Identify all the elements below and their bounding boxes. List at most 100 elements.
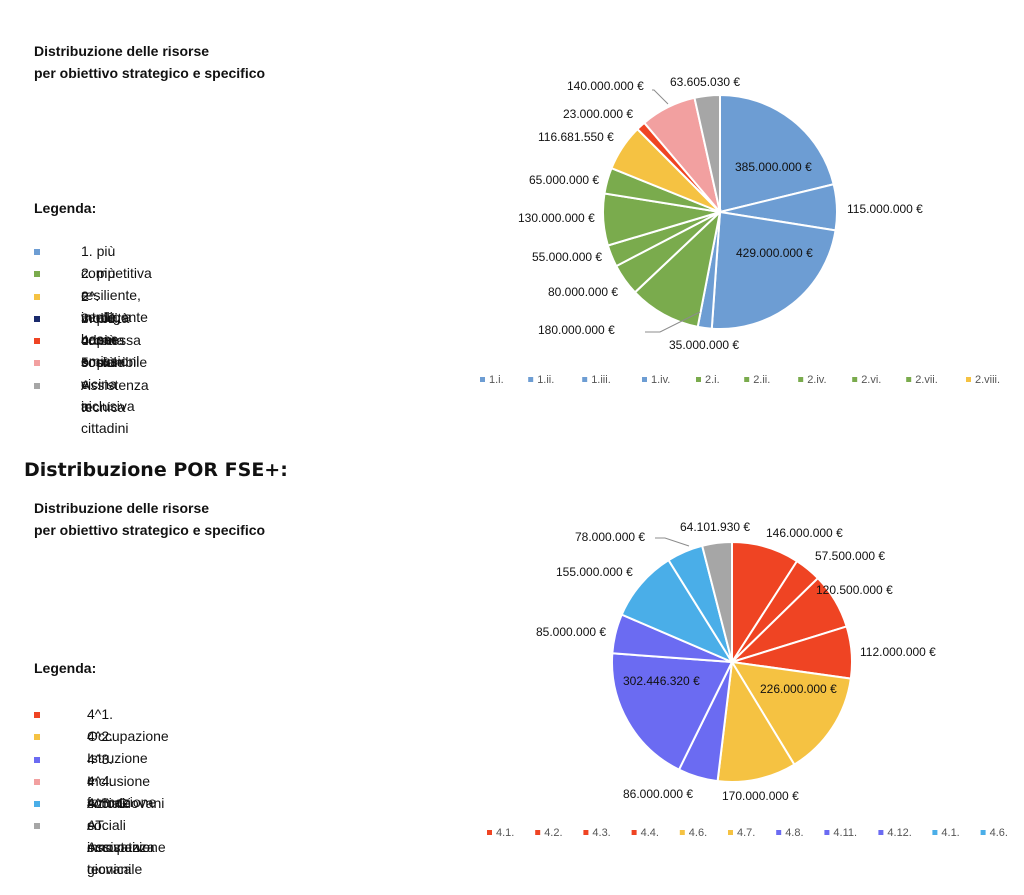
legend-swatch-icon (34, 756, 40, 763)
leader-line (652, 89, 669, 105)
legend-swatch-icon (34, 293, 40, 300)
legend-swatch-icon (34, 382, 40, 389)
data-label: 116.681.550 € (538, 130, 614, 144)
data-label: 78.000.000 € (575, 530, 645, 544)
legend-label: 1. più competitiva e intelligente (81, 243, 152, 325)
legend-label: 4^1. Occupazione (87, 706, 169, 744)
fse-legend-heading: Legenda: (34, 660, 97, 676)
legend-swatch-icon (852, 377, 858, 382)
data-label: 170.000.000 € (722, 789, 799, 803)
legend-entry: 2.i. (705, 374, 720, 386)
legend-label: Assistenza tecnica (81, 376, 149, 415)
legend-entry: 1.i. (489, 374, 504, 386)
data-label: 35.000.000 € (669, 338, 739, 352)
chart-legend-1: 1.i. 1.ii. 1.iii. 1.iv. 2.i. 2.ii. 2.iv. 2.vi. 2… (480, 374, 1000, 386)
legend-swatch-icon (34, 338, 40, 345)
legend-entry: 4.6. (990, 827, 1008, 839)
fse-subtitle-line2: per obiettivo strategico e specifico (34, 522, 266, 538)
legend-label: 4^3. Inclusione sociale (87, 750, 151, 811)
data-label: 85.000.000 € (536, 625, 606, 639)
data-label: 180.000.000 € (538, 323, 615, 337)
legend-entry: 4.3. (592, 827, 610, 839)
legend-label: 4. più sociale e inclusiva (81, 332, 135, 415)
data-label: 429.000.000 € (736, 246, 813, 260)
data-label: 80.000.000 € (548, 285, 618, 299)
data-label: 64.101.930 € (680, 520, 750, 534)
data-label: 57.500.000 € (815, 549, 885, 563)
legend-swatch-icon (906, 377, 912, 382)
legend-label: 4^4. Azioni sociali innovative (87, 772, 151, 855)
legend-swatch-icon (34, 315, 40, 322)
data-label: 120.500.000 € (816, 583, 893, 597)
data-label: 155.000.000 € (556, 565, 633, 579)
legend-swatch-icon (696, 377, 701, 382)
legend-swatch-icon (798, 377, 804, 382)
legend-swatch-icon (679, 830, 685, 835)
legend-label: 4^5. Giovani e occupazione giovanile (87, 795, 166, 878)
legend-entry: 4.11. (833, 827, 857, 839)
data-label: 86.000.000 € (623, 787, 693, 801)
legend-swatch-icon (744, 377, 750, 382)
legend-swatch-icon (932, 830, 938, 835)
pie-slice (611, 652, 734, 771)
legend-swatch-icon (34, 249, 40, 255)
legend-swatch-icon (34, 360, 40, 367)
fesr-subtitle-line2: per obiettivo strategico e specifico (34, 65, 266, 81)
pie-slice (700, 540, 733, 663)
legend-entry: 2.iv. (807, 374, 826, 386)
legend-label: 3. più connessa (81, 309, 141, 348)
data-label: 115.000.000 € (847, 202, 923, 216)
fesr-subtitle: Distribuzione delle risorse per obiettiv… (34, 40, 265, 84)
data-label: 112.000.000 € (860, 645, 936, 659)
legend-swatch-icon (34, 823, 40, 830)
data-label: 23.000.000 € (563, 107, 633, 121)
legend-entry: 2.vii. (915, 374, 938, 386)
data-label: 63.605.030 € (670, 75, 740, 89)
legend-swatch-icon (480, 377, 485, 382)
legend-entry: 4.7. (737, 827, 755, 839)
legend-swatch-icon (642, 377, 647, 382)
fesr-subtitle-line1: Distribuzione delle risorse (34, 43, 210, 59)
legend-entry: 4.1. (941, 827, 959, 839)
legend-swatch-icon (824, 830, 830, 835)
legend-entry: 4.1. (496, 827, 514, 839)
legend-label: AT. Assistenza tecnica (87, 817, 155, 878)
legend-label: 2. più resiliente, verde, a basse emissi… (81, 265, 141, 370)
pie-chart-1: 385.000.000 € 115.000.000 € 429.000.000 € 3… (480, 75, 1000, 386)
legend-swatch-icon (487, 830, 492, 835)
pie-slice (693, 93, 721, 213)
legend-entry: 4.6. (689, 827, 707, 839)
data-label: 140.000.000 € (567, 79, 644, 93)
legend-label: 5. più vicina ai cittadini (81, 354, 129, 437)
legend-entry: 1.ii. (537, 374, 554, 386)
legend-label: 2^. mobilità urbana sostenibile (81, 287, 148, 370)
data-label: 302.446.320 € (623, 674, 700, 688)
legend-swatch-icon (776, 830, 782, 835)
chart-legend-2: 4.1. 4.2. 4.3. 4.4. 4.6. 4.7. 4.8. 4.11. 4.12. 4.… (487, 827, 1008, 839)
pie-slice (716, 659, 796, 783)
data-label: 130.000.000 € (518, 211, 595, 225)
pie-chart-2: 146.000.000 € 57.500.000 € 120.500.000 € 11… (487, 520, 1008, 839)
legend-swatch-icon (535, 830, 541, 835)
legend-swatch-icon (34, 801, 40, 808)
leader-line (655, 537, 690, 547)
data-label: 55.000.000 € (532, 250, 602, 264)
legend-swatch-icon (528, 377, 534, 382)
leader-line (645, 311, 701, 333)
legend-entry: 2.viii. (975, 374, 1000, 386)
legend-swatch-icon (582, 377, 588, 382)
pie-slice (633, 209, 722, 329)
legend-swatch-icon (583, 830, 589, 835)
fse-subtitle: Distribuzione delle risorse per obiettiv… (34, 497, 265, 541)
legend-label: 4^2. Istruzione e formazione (87, 728, 157, 811)
legend-entry: 4.4. (641, 827, 659, 839)
legend-swatch-icon (34, 712, 40, 718)
fse-section-title: Distribuzione POR FSE+: (24, 459, 288, 481)
fse-subtitle-line1: Distribuzione delle risorse (34, 500, 210, 516)
legend-swatch-icon (631, 830, 637, 835)
legend-swatch-icon (34, 271, 40, 278)
legend-swatch-icon (878, 830, 884, 835)
legend-entry: 1.iii. (591, 374, 611, 386)
legend-swatch-icon (966, 377, 971, 382)
